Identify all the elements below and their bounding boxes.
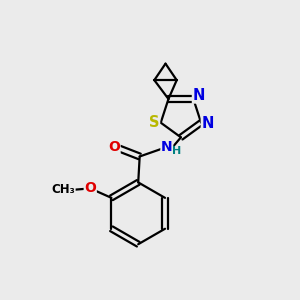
Text: S: S [149, 115, 160, 130]
Text: N: N [161, 140, 172, 154]
Text: N: N [193, 88, 205, 103]
Text: CH₃: CH₃ [51, 183, 75, 196]
Text: O: O [84, 182, 96, 195]
Text: H: H [172, 146, 182, 156]
Text: N: N [201, 116, 214, 131]
Text: O: O [108, 140, 120, 154]
